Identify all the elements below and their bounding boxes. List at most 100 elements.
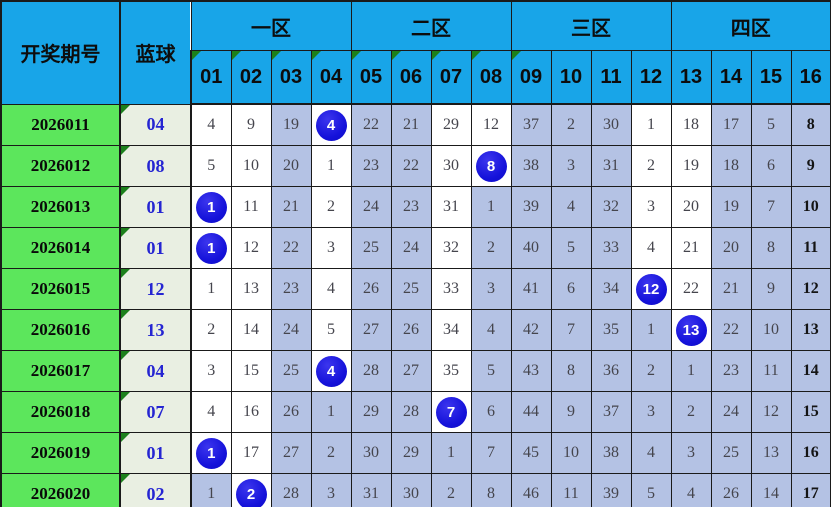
miss-count-cell: 34 [430, 309, 472, 351]
draw-row-2026014: 2026014 01 1 12 22 3 25 24 32 2 40 5 33 4 21 20 8 11 [0, 227, 831, 269]
draw-row-2026013: 2026013 01 1 11 21 2 24 23 31 1 39 4 32 3 20 19 7 10 [0, 186, 831, 228]
draw-row-2026016: 2026016 13 2 14 24 5 27 26 34 4 42 7 35 1 13 22 10 13 [0, 309, 831, 351]
miss-count-cell: 42 [510, 309, 552, 351]
miss-count-cell: 22 [390, 145, 432, 187]
miss-count-cell: 25 [390, 268, 432, 310]
miss-count-cell: 4 [630, 432, 672, 474]
miss-count-cell: 12 [230, 227, 272, 269]
corner-marker-icon [122, 310, 130, 319]
miss-count-cell: 26 [270, 391, 312, 433]
miss-count-cell: 9 [790, 145, 831, 187]
miss-count-cell: 5 [470, 350, 512, 392]
miss-count-cell: 2 [310, 186, 352, 228]
period-cell: 2026011 [0, 103, 121, 146]
miss-count-cell: 1 [310, 145, 352, 187]
miss-count-cell: 9 [750, 268, 792, 310]
miss-count-cell: 22 [670, 268, 712, 310]
period-cell: 2026012 [0, 145, 121, 187]
miss-count-cell: 1 [190, 473, 232, 507]
miss-count-cell: 29 [350, 391, 392, 433]
period-cell: 2026015 [0, 268, 121, 310]
miss-count-cell: 1 [310, 391, 352, 433]
draw-row-2026020: 2026020 02 1 2 28 3 31 30 2 8 46 11 39 5 4 26 14 17 [0, 473, 831, 507]
period-cell: 2026014 [0, 227, 121, 269]
blue-ball-value-cell: 01 [119, 227, 192, 269]
miss-count-cell: 2 [470, 227, 512, 269]
miss-count-cell: 2 [630, 145, 672, 187]
miss-count-cell: 25 [710, 432, 752, 474]
drawn-ball-circle: 8 [475, 150, 507, 182]
miss-count-cell: 1 [630, 309, 672, 351]
miss-count-cell: 9 [550, 391, 592, 433]
miss-count-cell: 32 [590, 186, 632, 228]
blue-ball-value-cell: 01 [119, 432, 192, 474]
miss-count-cell: 31 [590, 145, 632, 187]
miss-count-cell: 24 [710, 391, 752, 433]
miss-count-cell: 23 [710, 350, 752, 392]
corner-marker-icon [232, 51, 241, 60]
blue-ball-value-cell: 13 [119, 309, 192, 351]
miss-count-cell: 1 [190, 268, 232, 310]
column-header-16: 16 [790, 50, 831, 105]
miss-count-cell: 11 [790, 227, 831, 269]
miss-count-cell: 4 [470, 309, 512, 351]
miss-count-cell: 4 [630, 227, 672, 269]
drawn-ball-cell: 1 [190, 432, 232, 474]
miss-count-cell: 8 [750, 227, 792, 269]
miss-count-cell: 14 [230, 309, 272, 351]
miss-count-cell: 2 [190, 309, 232, 351]
period-column-header: 开奖期号 [0, 0, 121, 105]
miss-count-cell: 21 [710, 268, 752, 310]
corner-marker-icon [352, 51, 361, 60]
miss-count-cell: 16 [230, 391, 272, 433]
miss-count-cell: 19 [270, 103, 312, 146]
miss-count-cell: 19 [670, 145, 712, 187]
zone-3-header: 三区 [510, 0, 672, 51]
miss-count-cell: 16 [790, 432, 831, 474]
miss-count-cell: 39 [510, 186, 552, 228]
miss-count-cell: 6 [550, 268, 592, 310]
drawn-ball-cell: 4 [310, 103, 352, 146]
drawn-ball-cell: 1 [190, 227, 232, 269]
miss-count-cell: 4 [190, 103, 232, 146]
miss-count-cell: 13 [790, 309, 831, 351]
miss-count-cell: 10 [230, 145, 272, 187]
blue-ball-value-cell: 04 [119, 103, 192, 146]
miss-count-cell: 35 [590, 309, 632, 351]
miss-count-cell: 15 [230, 350, 272, 392]
miss-count-cell: 46 [510, 473, 552, 507]
corner-marker-icon [272, 51, 281, 60]
miss-count-cell: 7 [470, 432, 512, 474]
miss-count-cell: 22 [270, 227, 312, 269]
miss-count-cell: 3 [310, 473, 352, 507]
drawn-ball-cell: 4 [310, 350, 352, 392]
drawn-ball-circle: 1 [195, 232, 227, 264]
miss-count-cell: 7 [550, 309, 592, 351]
miss-count-cell: 14 [750, 473, 792, 507]
miss-count-cell: 12 [470, 103, 512, 146]
column-header-06: 06 [390, 50, 432, 105]
blue-ball-value-cell: 02 [119, 473, 192, 507]
miss-count-cell: 8 [470, 473, 512, 507]
miss-count-cell: 4 [310, 268, 352, 310]
miss-count-cell: 23 [270, 268, 312, 310]
corner-marker-icon [122, 392, 130, 401]
miss-count-cell: 2 [550, 103, 592, 146]
miss-count-cell: 20 [710, 227, 752, 269]
column-header-12: 12 [630, 50, 672, 105]
miss-count-cell: 40 [510, 227, 552, 269]
miss-count-cell: 6 [750, 145, 792, 187]
miss-count-cell: 41 [510, 268, 552, 310]
table-body: 2026011 04 4 9 19 4 22 21 29 12 37 2 30 1 18 17 5 8 202601… [0, 103, 831, 507]
miss-count-cell: 13 [230, 268, 272, 310]
miss-count-cell: 28 [390, 391, 432, 433]
drawn-ball-circle: 4 [315, 109, 347, 141]
miss-count-cell: 12 [750, 391, 792, 433]
period-cell: 2026013 [0, 186, 121, 228]
miss-count-cell: 37 [510, 103, 552, 146]
corner-marker-icon [122, 104, 130, 114]
corner-marker-icon [122, 269, 130, 278]
blue-ball-value-cell: 12 [119, 268, 192, 310]
